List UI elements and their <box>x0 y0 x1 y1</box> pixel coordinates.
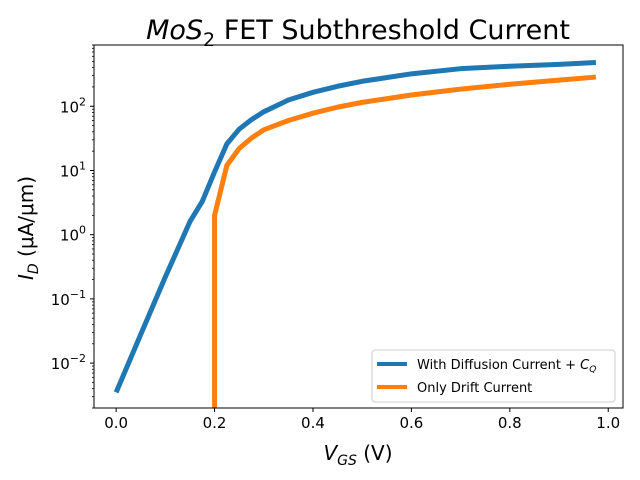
x-axis-label: VGS (V) <box>323 441 392 469</box>
x-tick-label: 1.0 <box>596 414 620 432</box>
x-tick-label: 0.6 <box>399 414 423 432</box>
chart-title: MoS2 FET Subthreshold Current <box>146 15 570 51</box>
x-tick-label: 0.2 <box>203 414 227 432</box>
y-tick-label: 102 <box>60 95 86 116</box>
series-line-only-drift <box>212 74 597 408</box>
x-axis-ticks: 0.0 0.2 0.4 0.6 0.8 1.0 <box>104 408 620 432</box>
x-tick-label: 0.8 <box>498 414 522 432</box>
x-tick-label: 0.4 <box>301 414 325 432</box>
series-group <box>113 60 597 408</box>
legend-box <box>371 349 616 403</box>
y-axis-ticks: 10−2 10−1 100 101 102 <box>51 44 94 409</box>
y-axis-label: ID (μA/μm) <box>14 176 42 280</box>
x-tick-label: 0.0 <box>104 414 128 432</box>
legend: With Diffusion Current + CQ Only Drift C… <box>371 349 616 403</box>
legend-label-with-diffusion: With Diffusion Current + CQ <box>417 358 596 375</box>
y-tick-label: 101 <box>60 159 86 180</box>
plot-area <box>93 44 624 409</box>
legend-label-only-drift: Only Drift Current <box>417 381 532 396</box>
y-tick-label: 10−1 <box>51 288 86 309</box>
y-tick-label: 10−2 <box>51 352 86 373</box>
y-tick-label: 100 <box>60 224 86 245</box>
series-line-with-diffusion <box>113 60 597 394</box>
plot-frame <box>93 44 624 409</box>
